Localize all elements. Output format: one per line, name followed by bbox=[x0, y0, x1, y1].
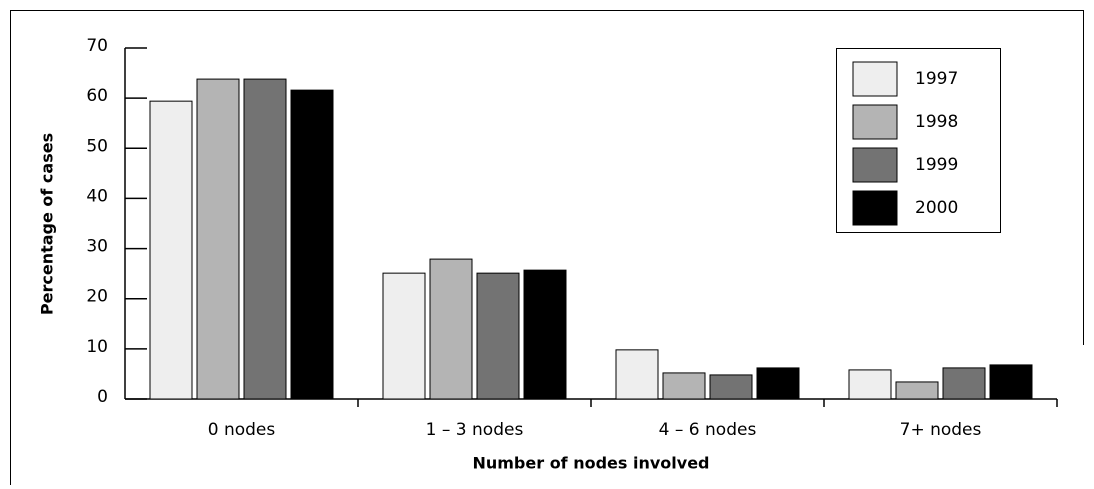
y-tick-label: 30 bbox=[86, 237, 108, 257]
bar bbox=[243, 78, 287, 400]
legend-label: 1999 bbox=[915, 155, 958, 175]
bar bbox=[382, 272, 426, 400]
y-tick-label: 50 bbox=[86, 136, 108, 156]
bar bbox=[895, 381, 939, 400]
x-tick-label: 7+ nodes bbox=[900, 420, 982, 440]
x-tick-label: 0 nodes bbox=[208, 420, 276, 440]
y-tick-label: 70 bbox=[86, 36, 108, 56]
bar bbox=[989, 364, 1033, 400]
bar bbox=[476, 272, 520, 400]
y-tick-label: 60 bbox=[86, 86, 108, 106]
y-tick-label: 10 bbox=[86, 337, 108, 357]
bar bbox=[615, 349, 659, 400]
bar bbox=[149, 100, 193, 400]
legend-swatch bbox=[852, 147, 898, 183]
legend-swatch bbox=[852, 104, 898, 140]
bar bbox=[709, 374, 753, 400]
legend-label: 1998 bbox=[915, 112, 958, 132]
frame bbox=[10, 10, 1084, 485]
x-tick-label: 4 – 6 nodes bbox=[659, 420, 757, 440]
x-tick-label: 1 – 3 nodes bbox=[426, 420, 524, 440]
legend-label: 1997 bbox=[915, 69, 958, 89]
legend-swatch bbox=[852, 190, 898, 226]
y-axis-title: Percentage of cases bbox=[38, 133, 57, 315]
y-tick-label: 40 bbox=[86, 186, 108, 206]
x-axis-title: Number of nodes involved bbox=[472, 454, 709, 473]
bar bbox=[290, 89, 334, 400]
bar bbox=[848, 369, 892, 400]
y-tick-label: 20 bbox=[86, 287, 108, 307]
bar bbox=[756, 367, 800, 400]
legend-label: 2000 bbox=[915, 198, 958, 218]
bar bbox=[662, 372, 706, 400]
legend-swatch bbox=[852, 61, 898, 97]
y-tick-label: 0 bbox=[97, 387, 108, 407]
bar bbox=[942, 367, 986, 400]
bar bbox=[429, 258, 473, 400]
bar bbox=[523, 269, 567, 400]
bar bbox=[196, 78, 240, 400]
